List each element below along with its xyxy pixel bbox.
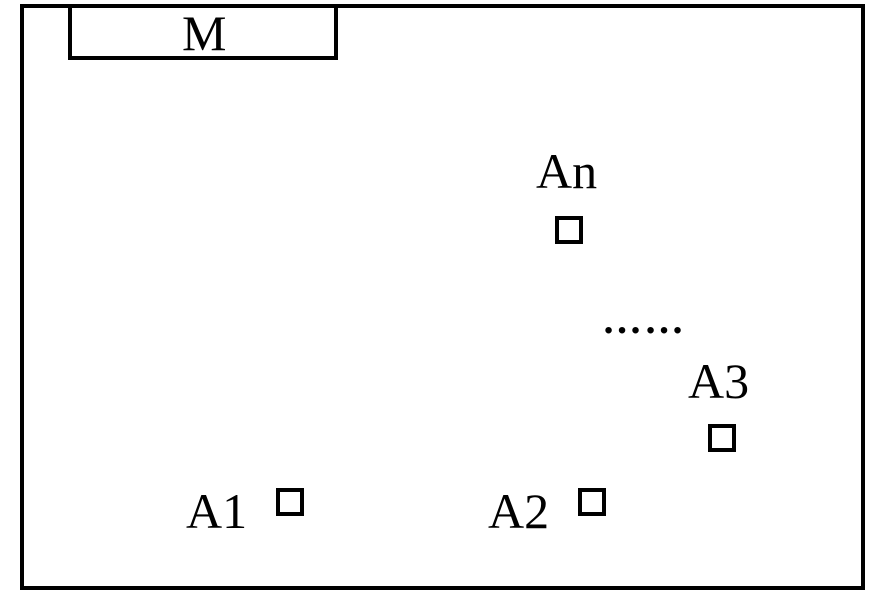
outer-frame <box>20 4 865 590</box>
diagram-canvas: M An …… A3 A2 A1 <box>0 0 885 606</box>
node-a1-label: A1 <box>186 486 247 536</box>
node-a3-box <box>708 424 736 452</box>
node-a2-box <box>578 488 606 516</box>
node-a3-label: A3 <box>688 356 749 406</box>
ellipsis: …… <box>602 300 686 340</box>
m-label: M <box>182 8 226 58</box>
node-a2-label: A2 <box>488 486 549 536</box>
node-an-box <box>555 216 583 244</box>
node-an-label: An <box>536 146 597 196</box>
node-a1-box <box>276 488 304 516</box>
